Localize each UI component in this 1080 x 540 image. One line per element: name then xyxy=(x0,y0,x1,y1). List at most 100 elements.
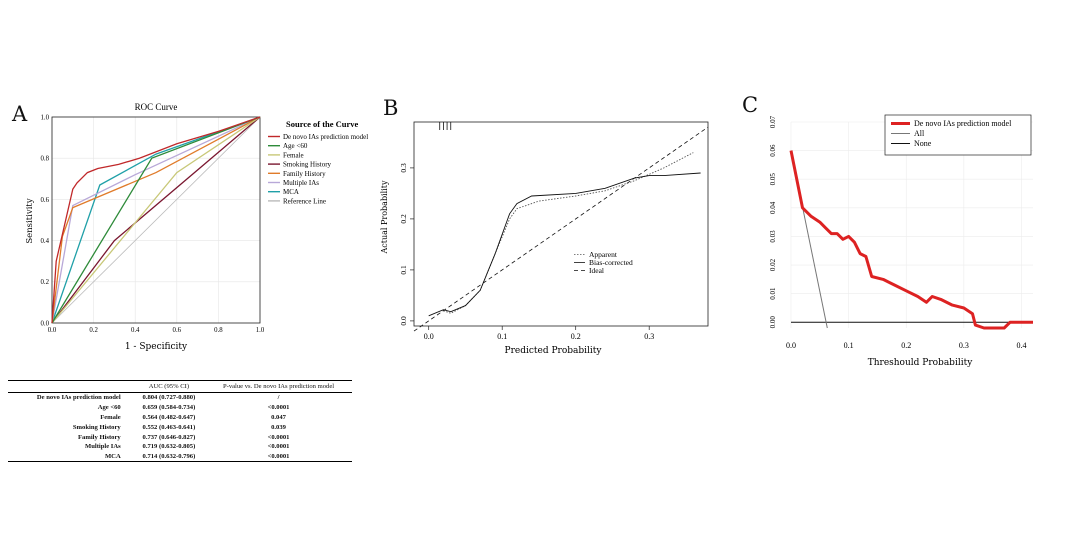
cal-legend-label: Bias-corrected xyxy=(589,258,633,267)
table-cell: <0.0001 xyxy=(267,404,290,412)
calibration-plot-frame xyxy=(413,121,709,327)
dca-y-tick-label: 0.06 xyxy=(769,144,777,157)
roc-series-line xyxy=(51,116,261,324)
dca-legend-label: De novo IAs prediction model xyxy=(914,119,1012,128)
table-cell: 0.047 xyxy=(271,413,286,421)
roc-legend-label: Reference Line xyxy=(283,197,326,205)
roc-x-tick-label: 0.8 xyxy=(214,327,223,334)
dca-x-tick-label: 0.1 xyxy=(844,341,854,350)
roc-legend-label: Smoking History xyxy=(283,161,332,169)
calibration-chart: 0.0 0.1 0.2 0.3 0.0 0.1 0.2 0.3 ApparentBias-co… xyxy=(380,121,709,356)
table-cell: Age <60 xyxy=(97,404,121,412)
table-row: Family History 0.737 (0.646-0.827) <0.00… xyxy=(8,432,352,442)
roc-x-tick-label: 0.2 xyxy=(89,327,98,334)
roc-y-tick-label: 0.0 xyxy=(41,320,50,327)
roc-series-line xyxy=(51,116,261,324)
cal-y-tick-label: 0.0 xyxy=(399,316,408,326)
dca-y-tick-label: 0.04 xyxy=(769,201,777,214)
roc-legend-label: Multiple IAs xyxy=(283,179,319,187)
roc-legend-label: De novo IAs prediction model xyxy=(283,133,368,141)
roc-legend-label: MCA xyxy=(283,188,299,196)
roc-ylabel: Sensitivity xyxy=(25,198,35,243)
cal-x-tick-label: 0.3 xyxy=(644,332,654,341)
table-cell: 0.039 xyxy=(271,423,286,431)
dca-y-tick-label: 0.00 xyxy=(769,316,777,329)
roc-y-tick-label: 1.0 xyxy=(41,114,50,121)
roc-x-tick-label: 0.0 xyxy=(48,327,57,334)
roc-y-tick-label: 0.8 xyxy=(41,156,50,163)
roc-title: ROC Curve xyxy=(135,102,178,112)
auc-table: AUC (95% CI) P-value vs. De novo IAs pre… xyxy=(8,380,352,462)
calibration-xlabel: Predicted Probability xyxy=(505,346,603,356)
dca-x-tick-label: 0.2 xyxy=(901,341,911,350)
table-cell: / xyxy=(277,394,280,402)
table-cell: 0.719 (0.632-0.805) xyxy=(142,443,196,451)
roc-plot-frame xyxy=(51,116,261,324)
roc-series-line xyxy=(51,116,261,324)
dca-y-tick-label: 0.01 xyxy=(769,287,777,300)
table-row: Female 0.564 (0.482-0.647) 0.047 xyxy=(8,413,352,423)
cal-x-tick-label: 0.1 xyxy=(497,332,507,341)
roc-chart: ROC Curve 0.00.0 0.2 0.2 0.4 0.4 0.6 0.6 0.8 0.8… xyxy=(25,102,368,352)
table-cell: <0.0001 xyxy=(267,453,290,461)
cal-x-tick-label: 0.0 xyxy=(424,332,434,341)
dca-xlabel: Threshould Probability xyxy=(868,358,973,368)
panel-label-b: B xyxy=(383,96,399,120)
panel-label-c: C xyxy=(742,93,759,117)
table-cell: 0.737 (0.646-0.827) xyxy=(142,433,196,441)
cal-x-tick-label: 0.2 xyxy=(571,332,581,341)
dca-chart: 0.0 0.1 0.2 0.3 0.4 0.00 0.01 0.02 0.03 0.04 0.05 0… xyxy=(769,114,1033,368)
roc-series-line xyxy=(51,116,261,324)
table-cell: De novo IAs prediction model xyxy=(36,394,121,402)
table-row: Multiple IAs 0.719 (0.632-0.805) <0.0001 xyxy=(8,442,352,452)
roc-legend-label: Female xyxy=(283,151,304,159)
roc-y-tick-label: 0.6 xyxy=(41,197,50,204)
table-cell: 0.564 (0.482-0.647) xyxy=(142,413,196,421)
table-cell: 0.804 (0.727-0.880) xyxy=(142,394,196,402)
roc-legend-label: Family History xyxy=(283,170,326,178)
table-row: MCA 0.714 (0.632-0.796) <0.0001 xyxy=(8,452,352,462)
table-cell: <0.0001 xyxy=(267,433,290,441)
cal-legend-label: Ideal xyxy=(589,266,604,275)
table-cell: Family History xyxy=(78,433,121,441)
table-row: Smoking History 0.552 (0.463-0.641) 0.03… xyxy=(8,422,352,432)
table-row: De novo IAs prediction model 0.804 (0.72… xyxy=(8,393,352,403)
roc-legend-label: Age <60 xyxy=(283,142,308,150)
table-cell: <0.0001 xyxy=(267,443,290,451)
roc-y-tick-label: 0.2 xyxy=(41,279,50,286)
cal-series-line xyxy=(428,172,701,317)
cal-y-tick-label: 0.1 xyxy=(399,265,408,275)
roc-y-tick-label: 0.4 xyxy=(41,238,50,245)
dca-series-line xyxy=(789,150,1033,330)
calibration-ylabel: Actual Probability xyxy=(380,180,389,254)
dca-y-tick-label: 0.03 xyxy=(769,230,777,243)
table-row: Age <60 0.659 (0.584-0.734) <0.0001 xyxy=(8,403,352,413)
dca-x-tick-label: 0.4 xyxy=(1016,341,1026,350)
roc-x-tick-label: 0.6 xyxy=(173,327,182,334)
dca-y-tick-label: 0.07 xyxy=(769,115,777,128)
table-header-cell: P-value vs. De novo IAs prediction model xyxy=(222,383,335,390)
table-cell: Smoking History xyxy=(72,423,121,431)
roc-legend-title: Source of the Curve xyxy=(286,119,359,129)
dca-x-tick-label: 0.3 xyxy=(959,341,969,350)
cal-legend-label: Apparent xyxy=(589,250,618,259)
table-header-cell xyxy=(8,381,133,393)
dca-legend-box xyxy=(884,114,1032,156)
roc-xlabel: 1 - Specificity xyxy=(125,342,188,352)
roc-x-tick-label: 0.4 xyxy=(131,327,140,334)
table-cell: 0.659 (0.584-0.734) xyxy=(142,404,196,412)
roc-x-tick-label: 1.0 xyxy=(256,327,265,334)
dca-legend-label: All xyxy=(914,129,925,138)
dca-legend-label: None xyxy=(914,139,932,148)
roc-series-line xyxy=(51,116,261,324)
cal-y-tick-label: 0.2 xyxy=(399,214,408,224)
cal-series-line xyxy=(413,126,709,332)
table-cell: 0.552 (0.463-0.641) xyxy=(142,423,196,431)
table-cell: 0.714 (0.632-0.796) xyxy=(142,453,196,461)
table-cell: MCA xyxy=(104,453,121,461)
roc-series-line xyxy=(51,116,261,324)
panel-label-a: A xyxy=(12,102,28,126)
dca-y-tick-label: 0.02 xyxy=(769,258,777,271)
table-header-cell: AUC (95% CI) xyxy=(148,383,190,390)
dca-y-tick-label: 0.05 xyxy=(769,173,777,186)
